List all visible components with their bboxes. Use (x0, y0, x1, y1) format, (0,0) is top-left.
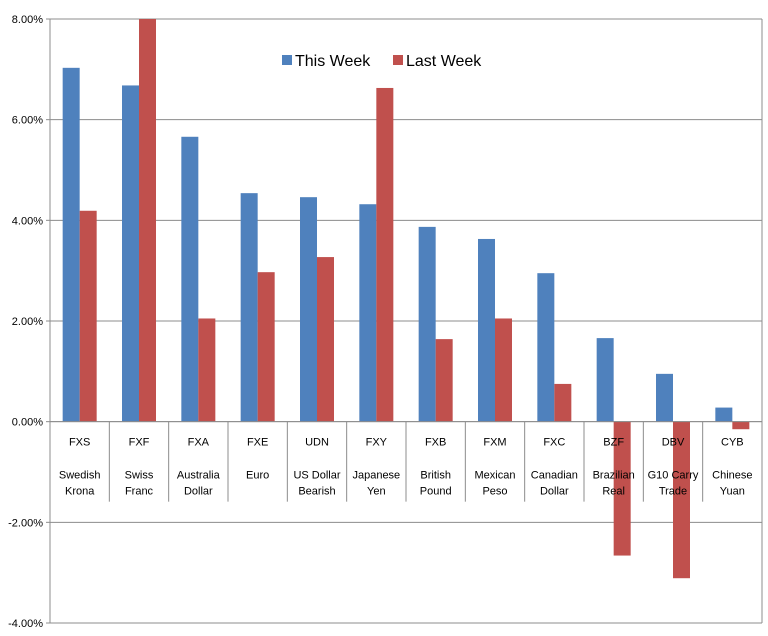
category-name-bzf: Brazilian (593, 470, 635, 482)
legend: This Week Last Week (282, 53, 482, 70)
legend-swatch-last-week (393, 55, 403, 65)
y-tick-label: 6.00% (12, 115, 43, 127)
category-name-fxa: Dollar (184, 486, 213, 498)
y-tick-label: -2.00% (8, 517, 43, 529)
category-name-udn: Bearish (298, 486, 335, 498)
bar-last-week-fxc (554, 383, 572, 422)
category-ticker-dbv: DBV (662, 437, 685, 449)
category-ticker-fxe: FXE (247, 437, 268, 449)
bar-this-week-bzf (596, 338, 614, 422)
category-ticker-bzf: BZF (603, 437, 624, 449)
category-ticker-fxf: FXF (129, 437, 150, 449)
y-tick-label: 0.00% (12, 417, 43, 429)
y-tick-label: 8.00% (12, 14, 43, 26)
category-name-fxs: Swedish (59, 470, 101, 482)
category-name-fxb: British (420, 470, 451, 482)
bar-this-week-fxf (122, 85, 139, 422)
bar-this-week-fxm (478, 238, 495, 422)
category-name-fxa: Australia (177, 470, 221, 482)
bar-this-week-fxb (418, 226, 436, 422)
bar-this-week-dbv (656, 373, 673, 422)
bar-last-week-fxm (495, 318, 512, 422)
bar-this-week-fxc (537, 273, 555, 422)
bar-last-week-dbv (673, 421, 690, 579)
bar-this-week-udn (300, 197, 317, 422)
category-name-dbv: Trade (659, 486, 687, 498)
category-name-bzf: Real (602, 486, 625, 498)
category-name-fxs: Krona (65, 486, 95, 498)
legend-swatch-this-week (282, 55, 292, 65)
category-ticker-udn: UDN (305, 437, 329, 449)
y-tick-label: 2.00% (12, 316, 43, 328)
legend-label-last-week: Last Week (406, 53, 482, 70)
category-name-fxf: Franc (125, 486, 154, 498)
category-ticker-fxc: FXC (543, 437, 565, 449)
bar-last-week-fxe (257, 272, 275, 422)
category-ticker-fxm: FXM (483, 437, 506, 449)
y-axis: 8.00% 6.00% 4.00% 2.00% 0.00% -2.00% -4.00% (8, 14, 51, 630)
category-ticker-fxa: FXA (188, 437, 210, 449)
y-tick-label: -4.00% (8, 618, 43, 630)
x-axis: FXS Swedish Krona FXF Swiss Franc FXA Australia… (50, 421, 763, 502)
category-ticker-fxs: FXS (69, 437, 90, 449)
bar-this-week-fxe (240, 193, 258, 422)
bar-this-week-fxs (62, 67, 80, 422)
category-name-fxm: Peso (482, 486, 507, 498)
bar-last-week-bzf (613, 421, 631, 556)
bar-this-week-fxy (359, 204, 377, 422)
bar-last-week-udn (317, 257, 334, 422)
category-ticker-fxb: FXB (425, 437, 446, 449)
bars (62, 19, 750, 579)
y-tick-label: 4.00% (12, 215, 43, 227)
category-name-fxm: Mexican (475, 470, 516, 482)
bar-last-week-fxf (139, 19, 156, 422)
category-name-fxc: Canadian (531, 470, 578, 482)
legend-label-this-week: This Week (295, 53, 371, 70)
category-name-cyb: Chinese (712, 470, 752, 482)
category-name-fxy: Japanese (352, 470, 400, 482)
category-name-udn: US Dollar (293, 470, 340, 482)
category-ticker-fxy: FXY (366, 437, 388, 449)
bar-last-week-cyb (732, 421, 750, 430)
bar-last-week-fxy (376, 87, 394, 422)
category-name-dbv: G10 Carry (648, 470, 699, 482)
gridlines (50, 18, 763, 624)
bar-last-week-fxb (435, 339, 453, 422)
category-name-fxb: Pound (420, 486, 452, 498)
category-name-fxe: Euro (246, 470, 269, 482)
bar-this-week-cyb (715, 407, 733, 422)
category-name-fxy: Yen (367, 486, 386, 498)
category-name-fxf: Swiss (125, 470, 154, 482)
bar-last-week-fxa (198, 318, 216, 422)
category-name-cyb: Yuan (720, 486, 745, 498)
category-ticker-cyb: CYB (721, 437, 744, 449)
bar-last-week-fxs (79, 210, 97, 422)
bar-this-week-fxa (181, 136, 199, 422)
category-name-fxc: Dollar (540, 486, 569, 498)
